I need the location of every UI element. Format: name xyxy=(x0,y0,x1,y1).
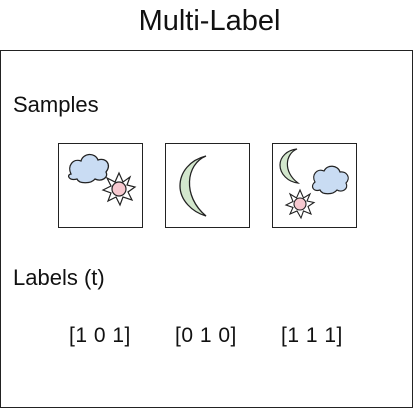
label-vector-3: [1 1 1] xyxy=(281,324,343,347)
sample-3 xyxy=(272,143,357,228)
multi-label-panel: Samples xyxy=(0,50,413,408)
moon-icon xyxy=(279,148,301,184)
diagram-title: Multi-Label xyxy=(138,5,281,37)
sample-1-image xyxy=(67,153,137,207)
label-vector-1: [1 0 1] xyxy=(69,324,131,347)
sample-3-image xyxy=(279,148,349,220)
moon-icon xyxy=(179,155,207,217)
samples-heading: Samples xyxy=(13,92,99,117)
cloud-icon xyxy=(311,165,349,195)
label-vector-2: [0 1 0] xyxy=(175,324,237,347)
labels-heading: Labels (t) xyxy=(13,265,105,290)
sun-icon xyxy=(101,171,137,207)
sun-icon xyxy=(284,188,316,220)
sample-1 xyxy=(58,143,143,228)
sample-2 xyxy=(165,143,250,228)
cloud-icon xyxy=(67,153,110,184)
sample-2-image xyxy=(179,155,207,217)
